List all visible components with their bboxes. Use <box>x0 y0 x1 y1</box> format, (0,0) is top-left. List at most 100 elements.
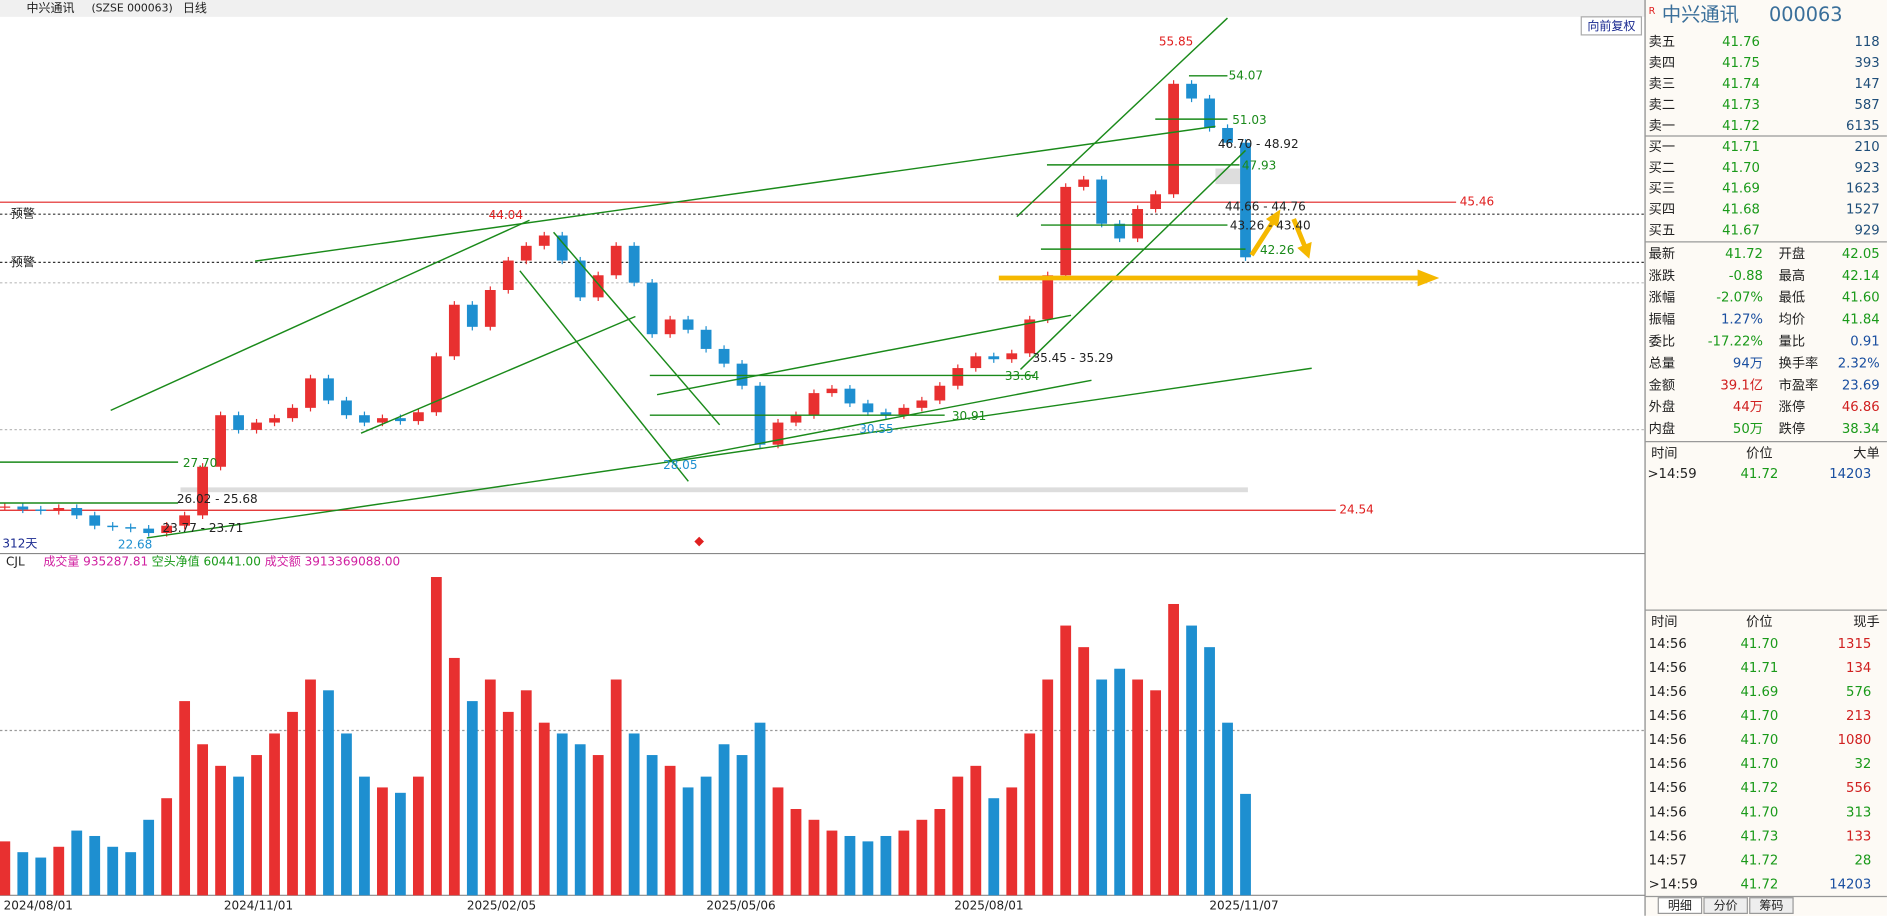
candle <box>125 527 137 529</box>
stat-value: 44万 <box>1733 400 1763 415</box>
volume-bar <box>323 690 334 896</box>
volume-bar <box>934 809 946 896</box>
volume-bar <box>772 787 784 896</box>
stat-label: 内盘 <box>1649 420 1675 437</box>
volume-bar <box>430 577 442 896</box>
volume-bar <box>1078 647 1090 896</box>
volume-bar <box>1114 668 1126 896</box>
tab-label[interactable]: 筹码 <box>1759 899 1783 913</box>
candle <box>341 400 352 416</box>
top-bar <box>0 0 1646 17</box>
volume-bar <box>556 733 568 896</box>
book-label: 卖三 <box>1649 76 1675 92</box>
volume-bar <box>71 830 83 896</box>
book-price: 41.69 <box>1722 182 1760 197</box>
volume-bar <box>1006 787 1018 896</box>
stat-label: 涨跌 <box>1649 268 1675 284</box>
adjust-label[interactable]: 向前复权 <box>1587 18 1635 33</box>
level-label: 42.26 <box>1260 243 1294 257</box>
candle <box>862 403 874 413</box>
book-label: 卖一 <box>1649 118 1675 134</box>
volume-bar <box>251 755 262 896</box>
volume-bar <box>143 819 155 896</box>
stat-value: -17.22% <box>1708 335 1763 350</box>
volume-bar <box>592 755 604 896</box>
tab[interactable] <box>1703 897 1748 914</box>
book-label: 买一 <box>1649 139 1675 155</box>
candle <box>682 319 694 330</box>
tab[interactable] <box>1749 897 1794 914</box>
level-label: 43.26 - 43.40 <box>1230 219 1311 233</box>
tab-label[interactable]: 明细 <box>1668 899 1692 913</box>
trade-volume: 213 <box>1846 709 1871 724</box>
stat-label: 涨停 <box>1779 398 1805 415</box>
candle <box>718 348 730 364</box>
trade-volume: 133 <box>1846 829 1871 844</box>
candle <box>197 466 209 516</box>
tab-label[interactable]: 分价 <box>1714 899 1738 913</box>
trade-time: 14:56 <box>1649 781 1687 796</box>
stat-label: 开盘 <box>1779 245 1805 262</box>
volume-bar <box>1168 603 1179 896</box>
stat-value: 42.05 <box>1842 247 1880 262</box>
volume-bar <box>0 841 11 896</box>
volume-bar <box>916 819 928 896</box>
candle <box>395 418 406 422</box>
stat-value: 41.60 <box>1842 291 1880 306</box>
stat-label: 委比 <box>1649 334 1675 350</box>
volume-bar <box>538 722 550 896</box>
level-label: 23.77 - 23.71 <box>162 521 243 535</box>
candle <box>53 508 65 511</box>
date-label: 2025/08/01 <box>954 899 1023 913</box>
level-label: 54.07 <box>1229 68 1263 82</box>
volume-bar <box>502 711 514 896</box>
date-label: 2024/08/01 <box>4 899 73 913</box>
book-volume: 1527 <box>1846 203 1880 218</box>
candle <box>430 356 442 413</box>
book-price: 41.71 <box>1722 140 1760 155</box>
candle <box>161 525 173 534</box>
date-label: 2025/11/07 <box>1209 899 1278 913</box>
stat-value: 2.32% <box>1838 356 1880 371</box>
candle <box>916 400 928 408</box>
days-label: 312天 <box>2 536 37 550</box>
candle <box>143 528 155 534</box>
volume-bar <box>718 744 730 896</box>
big-volume: 14203 <box>1829 467 1871 482</box>
trade-price: 41.70 <box>1740 637 1778 652</box>
candle <box>484 290 496 327</box>
candle <box>1060 186 1072 276</box>
candle <box>556 235 568 261</box>
level-label: 22.68 <box>118 538 152 552</box>
candle <box>970 356 982 369</box>
side-panel <box>1645 0 1887 916</box>
trade-time: 14:56 <box>1649 661 1687 676</box>
adjust-button[interactable] <box>1580 16 1643 36</box>
trade-price: 41.70 <box>1740 757 1778 772</box>
badge: R <box>1649 6 1656 17</box>
trade-time: 14:56 <box>1649 805 1687 820</box>
candle <box>592 275 604 298</box>
candle <box>1240 142 1251 258</box>
candle <box>988 356 1000 360</box>
period[interactable]: 日线 <box>183 1 207 15</box>
candle <box>790 415 802 423</box>
candle <box>1096 179 1108 224</box>
volume-bar <box>233 776 244 896</box>
book-volume: 1623 <box>1846 182 1880 197</box>
volume-bar <box>305 679 316 896</box>
volume-bar <box>484 679 496 896</box>
volume-bar <box>1096 679 1108 896</box>
book-label: 卖二 <box>1649 97 1675 113</box>
volume-bar <box>808 819 820 896</box>
stat-label: 振幅 <box>1649 312 1675 328</box>
tab[interactable] <box>1657 897 1703 914</box>
book-label: 买二 <box>1649 160 1675 176</box>
candle <box>323 378 334 401</box>
volume-bar <box>754 722 766 896</box>
book-price: 41.76 <box>1722 35 1760 50</box>
candle <box>1078 179 1090 187</box>
list-header: 时间 <box>1651 614 1677 630</box>
volume-bar <box>197 744 209 896</box>
